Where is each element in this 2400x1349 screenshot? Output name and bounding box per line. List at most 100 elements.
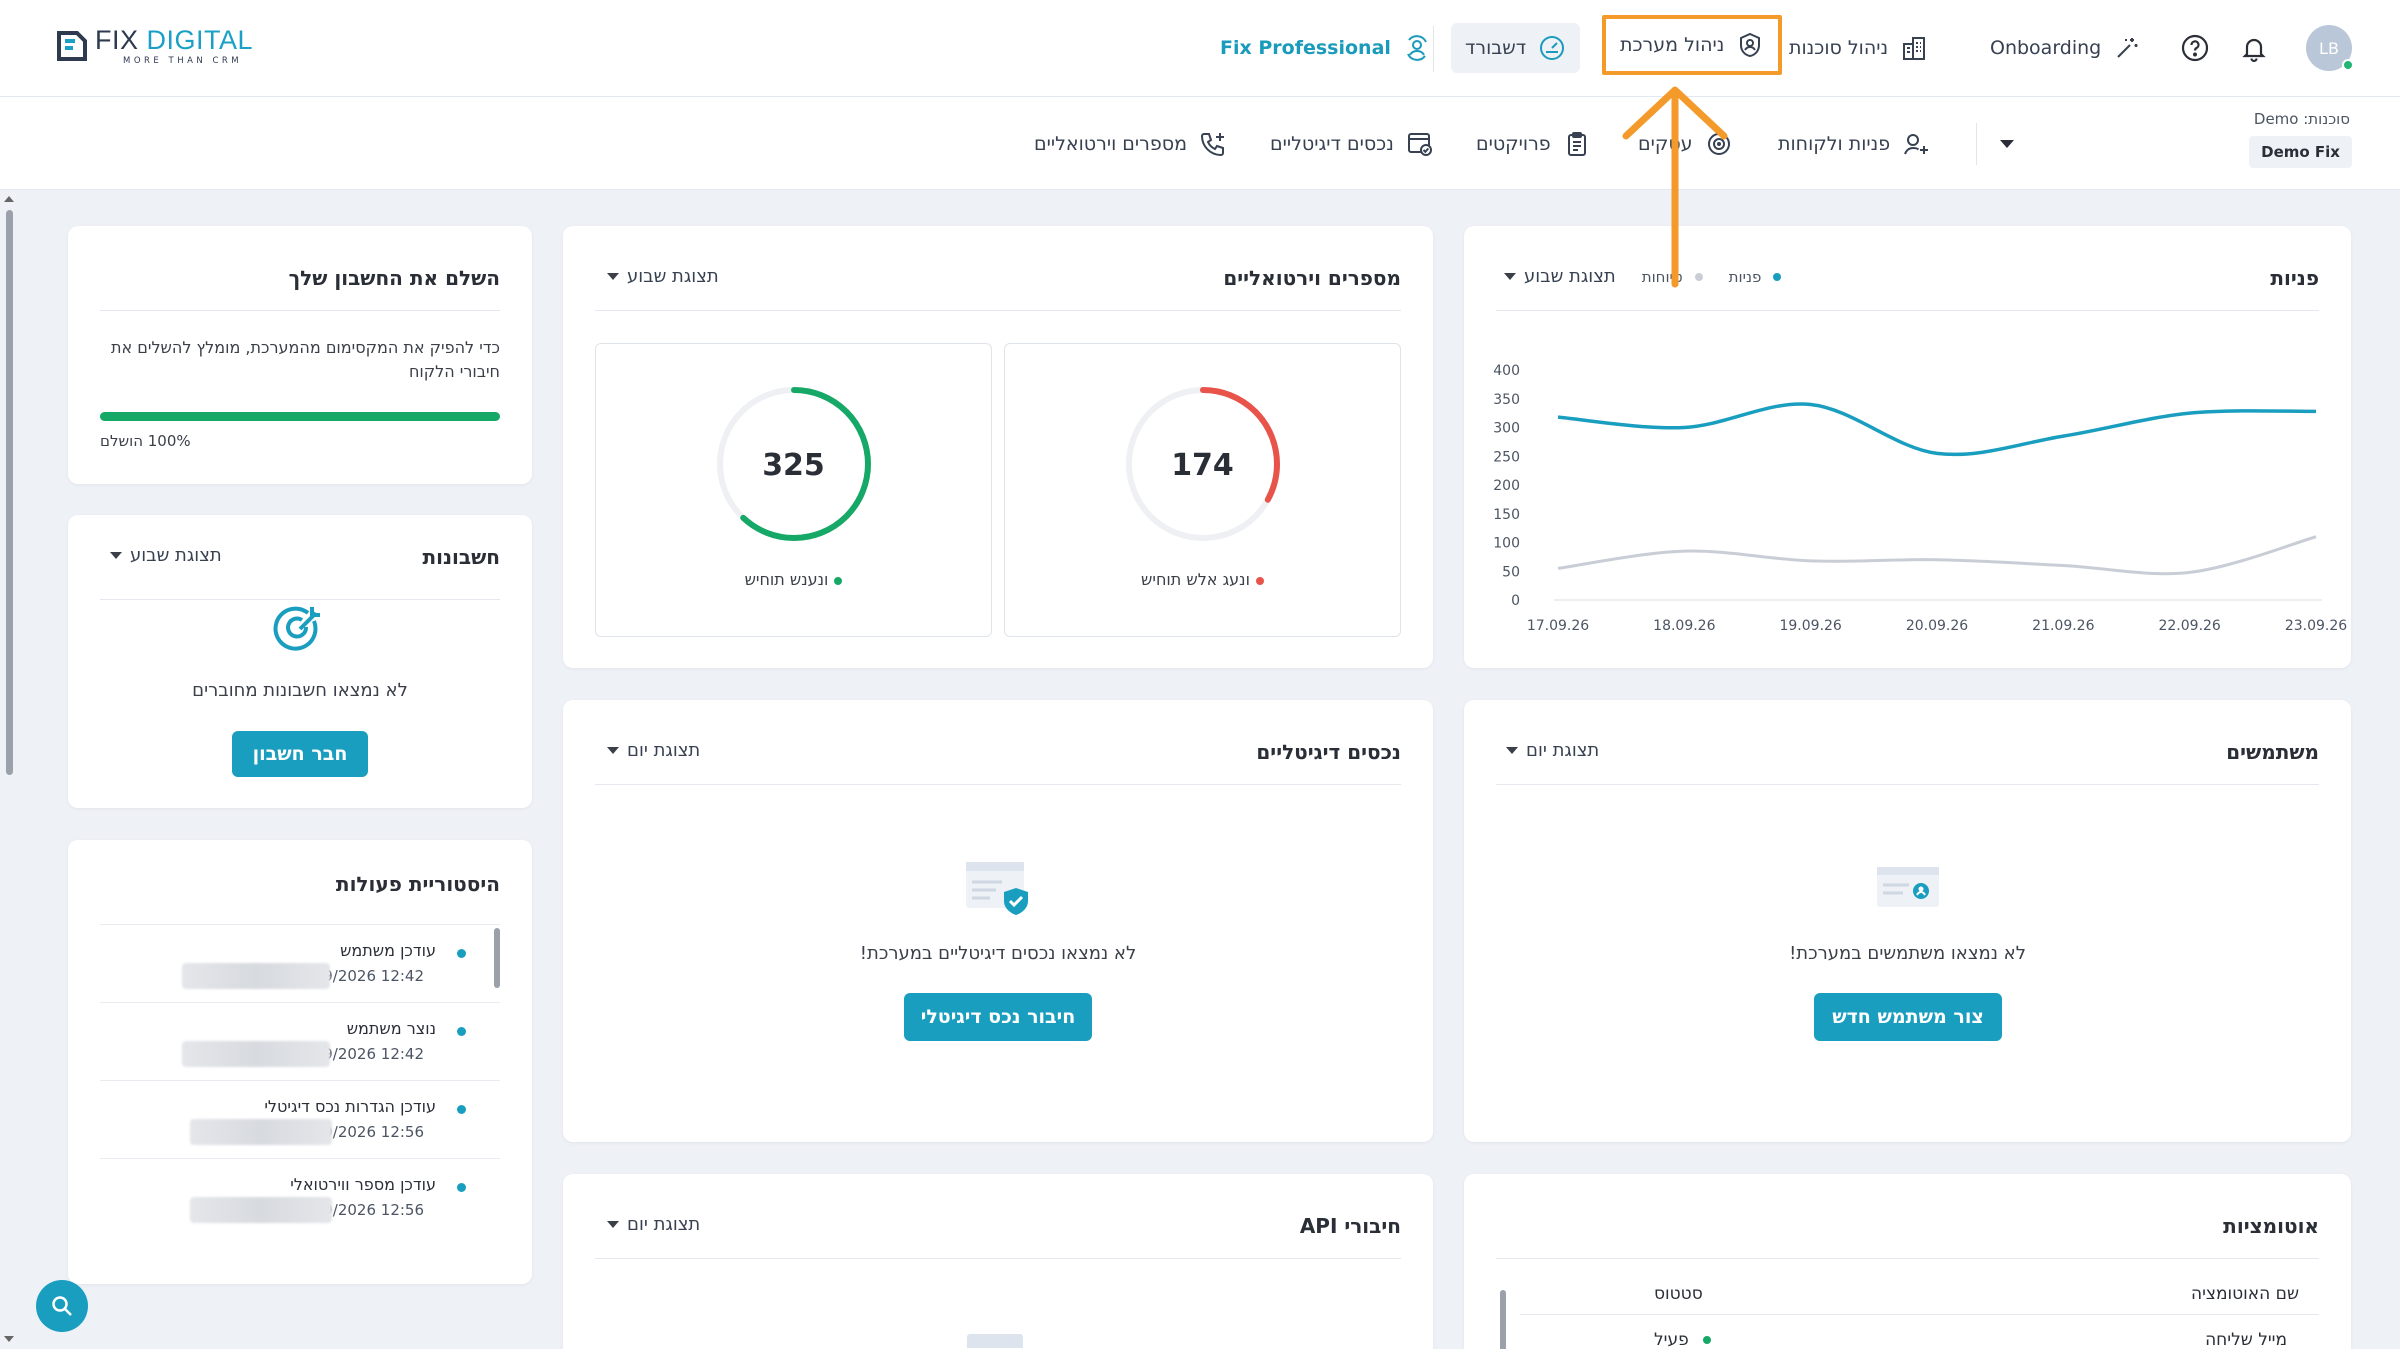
- history-dot: [457, 1105, 466, 1114]
- history-scrollbar[interactable]: [494, 928, 500, 988]
- bell-icon: [2242, 38, 2266, 63]
- subnav-virtual-numbers[interactable]: מספרים וירטואליים: [1034, 124, 1227, 164]
- automations-card-title: אוטומציות: [2223, 1214, 2319, 1238]
- subnav-projects-label: פרויקטים: [1476, 133, 1551, 155]
- virtual-numbers-card: מספרים וירטואליים תצוגת שבוע 174 ונעג אל…: [563, 226, 1433, 668]
- page-scrollbar-up-icon[interactable]: [4, 196, 14, 202]
- user-card-icon: [1877, 867, 1939, 907]
- browser-shield-icon: [966, 862, 1028, 915]
- history-item[interactable]: עודכן משתמש 17/09/2026 12:42: [100, 924, 500, 1002]
- fix-digital-logo[interactable]: FIX DIGITAL MORE THAN CRM: [55, 26, 253, 66]
- x-tick-label: 23.09.26: [2285, 618, 2347, 634]
- nav-onboarding[interactable]: Onboarding: [1976, 23, 2155, 73]
- automations-card: אוטומציות שם האוטומציה סטטוס מייל שליחה …: [1464, 1174, 2351, 1349]
- legend-leads-label: פניות: [1728, 267, 1762, 286]
- y-tick-label: 300: [1493, 421, 1520, 437]
- create-user-button[interactable]: צור משתמש חדש: [1814, 993, 2002, 1041]
- history-item[interactable]: עודכן הגדרות נכס דיגיטלי 14/09/2026 12:5…: [100, 1080, 500, 1158]
- search-fab-button[interactable]: [36, 1280, 88, 1332]
- card-divider: [100, 310, 500, 311]
- subnav-projects[interactable]: פרויקטים: [1476, 124, 1591, 164]
- y-tick-label: 350: [1493, 392, 1520, 408]
- complete-account-text: כדי להפיק את המקסימום מהמערכת, מומלץ להש…: [110, 338, 500, 381]
- connect-digital-asset-button[interactable]: חיבור נכס דיגיטלי: [904, 993, 1092, 1041]
- chevron-down-icon: [1506, 747, 1518, 754]
- series-line-1: [1557, 535, 2317, 576]
- subnav-leads-clients[interactable]: פניות ולקוחות: [1778, 124, 1930, 164]
- subnav-separator: [1976, 123, 1977, 165]
- subnav-digital-assets-label: נכסים דיגיטליים: [1270, 133, 1394, 155]
- subnav-businesses[interactable]: עסקים: [1638, 124, 1733, 164]
- subnav-businesses-label: עסקים: [1638, 133, 1693, 155]
- connect-account-button[interactable]: חבר חשבון: [232, 731, 368, 777]
- history-item[interactable]: נוצר משתמש 17/09/2026 12:42: [100, 1002, 500, 1080]
- unanswered-calls-box: 174 ונעג אלש תוחיש: [1004, 343, 1401, 637]
- agency-selector[interactable]: Demo Fix: [2249, 136, 2352, 168]
- automation-row-name[interactable]: מייל שליחה: [2205, 1330, 2287, 1349]
- nav-fix-professional-label: Fix Professional: [1220, 37, 1391, 59]
- top-header: FIX DIGITAL MORE THAN CRM Fix Profession…: [0, 0, 2400, 97]
- user-add-icon: [1904, 134, 1929, 155]
- phone-add-icon: [1200, 133, 1224, 157]
- answered-calls-ring: [717, 387, 871, 541]
- accounts-view-selector[interactable]: תצוגת שבוע: [110, 545, 222, 566]
- action-history-title: היסטוריית פעולות: [335, 872, 500, 896]
- logo-mark-icon: [57, 31, 87, 61]
- history-item-redacted: [190, 1119, 332, 1145]
- target-arrow-icon: [273, 606, 320, 651]
- automations-col-status: סטטוס: [1654, 1284, 1703, 1304]
- notifications-button[interactable]: [2234, 28, 2274, 68]
- browser-check-icon: [1407, 133, 1432, 156]
- x-tick-label: 17.09.26: [1527, 618, 1589, 634]
- legend-leads[interactable]: פניות: [1729, 268, 1782, 286]
- x-tick-label: 19.09.26: [1779, 618, 1841, 634]
- history-item-title: עודכן הגדרות נכס דיגיטלי: [264, 1097, 436, 1116]
- page-scrollbar-down-icon[interactable]: [4, 1336, 14, 1342]
- help-button[interactable]: [2175, 28, 2215, 68]
- nav-dashboard[interactable]: דשבורד: [1451, 23, 1581, 73]
- answered-calls-value: 325: [762, 448, 825, 483]
- subnav-dropdown-caret-icon[interactable]: [2000, 140, 2014, 148]
- x-tick-label: 20.09.26: [1906, 618, 1968, 634]
- y-tick-label: 0: [1511, 593, 1520, 609]
- unanswered-calls-ring: [1126, 387, 1280, 541]
- page-scrollbar[interactable]: [6, 210, 13, 775]
- virtual-numbers-view-selector[interactable]: תצוגת שבוע: [607, 266, 719, 287]
- nav-admin-wrap: ניהול מערכת: [1602, 15, 1783, 75]
- card-divider: [1496, 310, 2319, 311]
- y-tick-label: 150: [1493, 507, 1520, 523]
- agency-label: סוכנות: Demo: [2253, 110, 2350, 128]
- users-view-selector[interactable]: תצוגת יום: [1506, 740, 1599, 761]
- unanswered-dot: [1255, 576, 1264, 585]
- y-tick-label: 200: [1493, 478, 1520, 494]
- unanswered-calls-label-wrap: ונעג אלש תוחיש: [1005, 570, 1400, 589]
- user-avatar[interactable]: LB: [2306, 25, 2354, 71]
- x-tick-label: 21.09.26: [2032, 618, 2094, 634]
- nav-agency-management[interactable]: ניהול סוכנות: [1775, 23, 1942, 73]
- annotation-arrow-icon: [1622, 86, 1728, 288]
- digital-assets-view-selector[interactable]: תצוגת יום: [607, 740, 700, 761]
- chevron-down-icon: [607, 747, 619, 754]
- subnav-digital-assets[interactable]: נכסים דיגיטליים: [1270, 124, 1434, 164]
- magic-wand-icon: [2117, 38, 2138, 58]
- history-item-title: עודכן מספר ווירטואלי: [290, 1175, 436, 1194]
- automation-row-status: פעיל: [1654, 1330, 1711, 1349]
- automations-scrollbar[interactable]: [1500, 1290, 1506, 1349]
- user-sync-icon: [1407, 35, 1427, 61]
- leads-view-selector[interactable]: תצוגת שבוע: [1504, 266, 1616, 287]
- history-item[interactable]: עודכן מספר ווירטואלי 14/09/2026 12:56: [100, 1158, 500, 1236]
- leads-line-chart: 400 350 300 250 200 150 100 50 0 17.09.26 18.09.26…: [1493, 363, 2347, 634]
- y-tick-label: 50: [1502, 564, 1520, 580]
- chevron-down-icon: [110, 552, 122, 559]
- shield-user-icon: [1740, 32, 1761, 58]
- x-tick-label: 18.09.26: [1653, 618, 1715, 634]
- digital-assets-card-title: נכסים דיגיטליים: [1256, 740, 1401, 764]
- api-view-selector[interactable]: תצוגת יום: [607, 1214, 700, 1235]
- nav-fix-professional[interactable]: Fix Professional: [1206, 23, 1445, 73]
- answered-calls-label-wrap: ונענש תוחיש: [596, 570, 991, 589]
- logo-tagline: MORE THAN CRM: [123, 55, 243, 66]
- subnav-virtual-numbers-label: מספרים וירטואליים: [1034, 133, 1187, 155]
- card-divider: [595, 784, 1401, 785]
- history-dot: [457, 1183, 466, 1192]
- nav-system-admin[interactable]: ניהול מערכת: [1602, 15, 1783, 75]
